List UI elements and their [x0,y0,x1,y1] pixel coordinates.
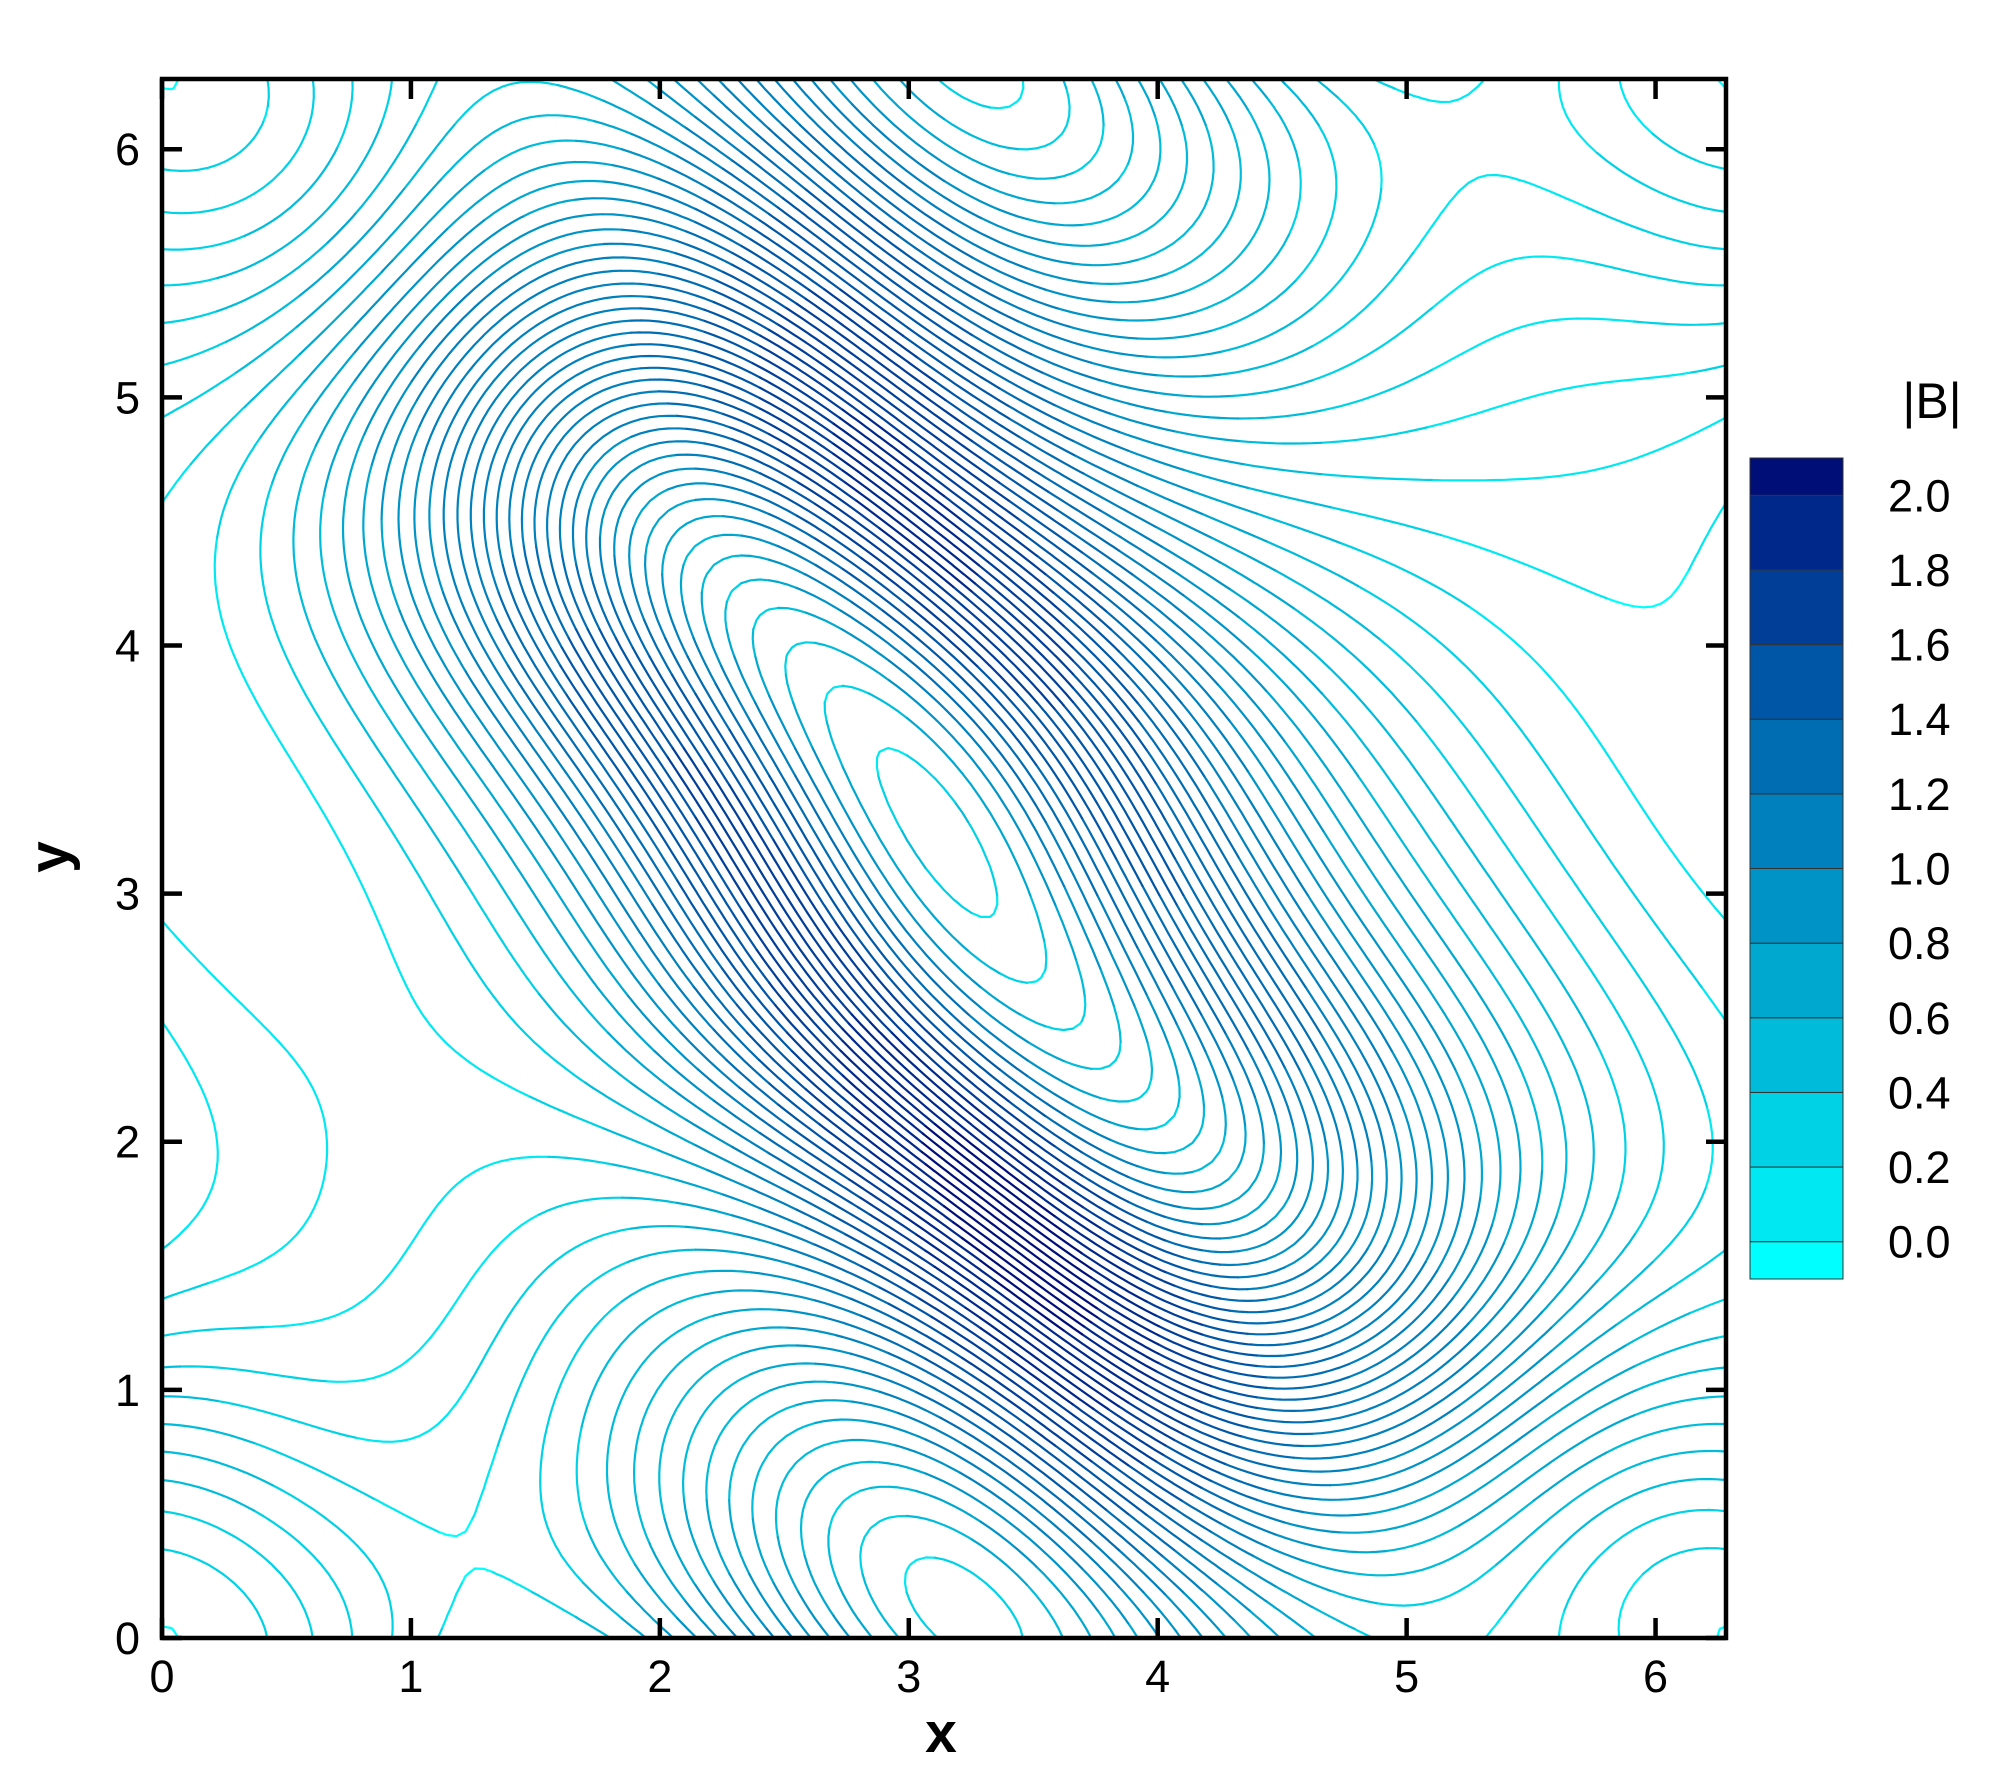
x-tick-label: 0 [149,1651,174,1702]
streamline [666,288,1212,1467]
y-axis-label: y [17,841,81,873]
colorbar-box [1749,1241,1844,1280]
streamline [354,79,1554,1638]
colorbar-box [1749,569,1844,646]
y-tick-label: 0 [115,1613,140,1664]
colorbar-box [1749,1017,1844,1093]
y-tick-label: 2 [115,1117,140,1168]
colorbar-box [1749,942,1844,1019]
x-tick-label: 3 [896,1651,921,1702]
colorbar-box [1749,718,1844,795]
y-tick-label: 6 [115,124,140,175]
x-tick-label: 1 [398,1651,423,1702]
colorbar-title: |B| [1902,373,1961,429]
x-tick-label: 5 [1394,1651,1419,1702]
colorbar-tick-label: 1.2 [1888,769,1951,820]
x-tick-label: 4 [1145,1651,1170,1702]
streamline [296,79,1637,1638]
x-tick-label: 6 [1643,1651,1668,1702]
colorbar-box [1749,494,1844,571]
colorbar-box [1749,644,1844,720]
colorbar-box [1749,1091,1844,1168]
colorbar-tick-label: 1.6 [1888,620,1951,671]
colorbar-tick-label: 0.8 [1888,918,1951,969]
plot-frame [159,76,1729,1641]
y-tick-label: 4 [115,620,140,671]
streamlines [162,79,1726,1638]
streamline [162,79,1726,1638]
streamline [162,79,1726,1638]
colorbar-tick-label: 0.2 [1888,1142,1951,1193]
colorbar-tick-label: 2.0 [1888,470,1951,521]
streamline [162,79,1726,1638]
streamline [162,79,1726,1638]
colorbar-tick-label: 1.4 [1888,694,1951,745]
colorbar-tick-label: 0.6 [1888,993,1951,1044]
colorbar-tick-label: 1.0 [1888,844,1951,895]
colorbar-box [1749,1166,1844,1243]
x-tick-label: 2 [647,1651,672,1702]
colorbar-box [1749,457,1844,496]
colorbar-tick-label: 0.0 [1888,1217,1951,1268]
streamline [410,79,1480,1638]
colorbar-tick-label: 0.4 [1888,1067,1951,1118]
colorbar-tick-label: 1.8 [1888,545,1951,596]
colorbar-box [1749,868,1844,944]
colorbar-box [1749,793,1844,870]
y-tick-label: 1 [115,1365,140,1416]
y-tick-label: 3 [115,869,140,920]
streamline [559,188,1268,1516]
x-axis-label: x [925,1701,957,1765]
streamline [832,408,1160,1410]
streamline [920,1122,1098,1336]
y-tick-label: 5 [115,372,140,423]
